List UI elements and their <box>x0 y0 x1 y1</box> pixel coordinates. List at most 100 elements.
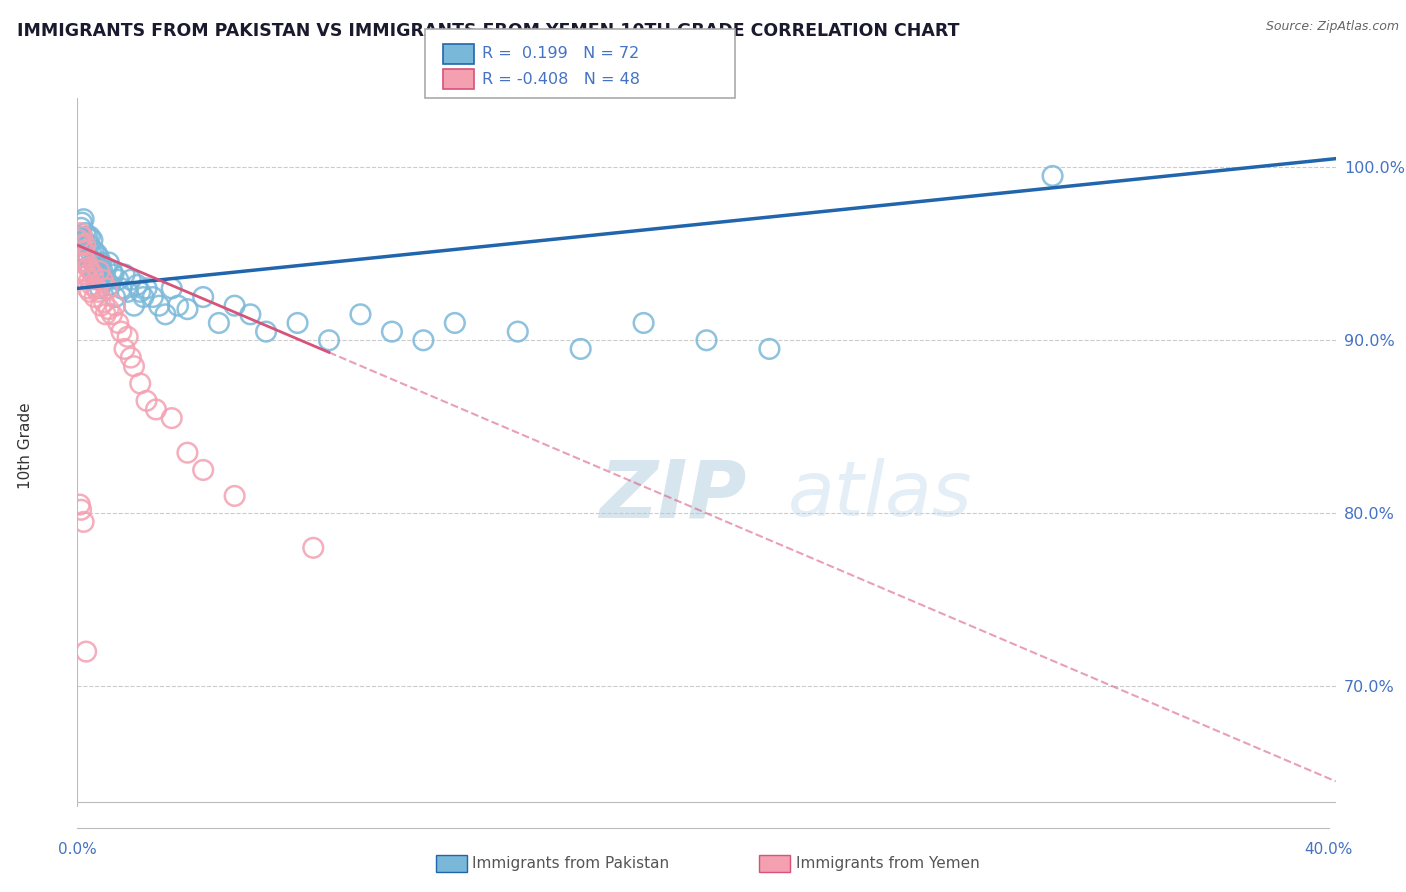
Point <box>90 255 112 269</box>
Point <box>117 285 139 299</box>
Point <box>132 290 155 304</box>
Text: Immigrants from Pakistan: Immigrants from Pakistan <box>472 856 669 871</box>
Text: R =  0.199   N = 72: R = 0.199 N = 72 <box>482 46 640 62</box>
Point <box>86 247 108 261</box>
Point <box>1042 169 1064 183</box>
Point <box>160 281 183 295</box>
Text: R = -0.408   N = 48: R = -0.408 N = 48 <box>482 71 640 87</box>
Point <box>117 330 139 344</box>
Point <box>167 299 190 313</box>
Point <box>93 273 115 287</box>
Point <box>148 299 170 313</box>
Text: 10th Grade: 10th Grade <box>18 402 32 490</box>
Point <box>83 268 105 282</box>
Point <box>122 299 145 313</box>
Point <box>176 446 198 460</box>
Point <box>114 268 136 282</box>
Point <box>96 281 118 295</box>
Point <box>73 264 96 278</box>
Point <box>76 281 98 295</box>
Point <box>129 376 152 391</box>
Point <box>412 333 434 347</box>
Point <box>191 290 215 304</box>
Point <box>76 255 98 269</box>
Point <box>75 238 97 252</box>
Point <box>76 247 98 261</box>
Point <box>103 268 125 282</box>
Point <box>70 216 93 230</box>
Point <box>107 273 129 287</box>
Point <box>69 247 91 261</box>
Point <box>70 502 93 516</box>
Point <box>224 299 246 313</box>
Point <box>70 220 93 235</box>
Point <box>75 268 97 282</box>
Point <box>75 226 97 240</box>
Text: 0.0%: 0.0% <box>58 842 97 856</box>
Text: 40.0%: 40.0% <box>1305 842 1353 856</box>
Point <box>94 307 117 321</box>
Text: Immigrants from Yemen: Immigrants from Yemen <box>796 856 980 871</box>
Point <box>70 238 93 252</box>
Point <box>83 290 105 304</box>
Point <box>83 244 105 258</box>
Point <box>349 307 371 321</box>
Point <box>75 255 97 269</box>
Point <box>135 281 157 295</box>
Point <box>79 260 101 275</box>
Point <box>135 393 157 408</box>
Point <box>80 277 103 292</box>
Point <box>75 644 97 658</box>
Point <box>155 307 177 321</box>
Point <box>239 307 262 321</box>
Point <box>82 268 104 282</box>
Point <box>73 233 96 247</box>
Point <box>72 244 94 258</box>
Point <box>120 351 142 365</box>
Point <box>69 229 91 244</box>
Point <box>69 226 91 240</box>
Point <box>70 229 93 244</box>
Point <box>254 325 277 339</box>
Point <box>381 325 404 339</box>
Point <box>160 411 183 425</box>
Point <box>444 316 467 330</box>
Point <box>287 316 309 330</box>
Point <box>69 255 91 269</box>
Point <box>87 285 110 299</box>
Point <box>94 260 117 275</box>
Point <box>82 233 104 247</box>
Point <box>69 498 91 512</box>
Point <box>120 273 142 287</box>
Point <box>127 277 149 292</box>
Point <box>569 342 592 356</box>
Point <box>72 212 94 227</box>
Point <box>77 250 100 264</box>
Point <box>696 333 718 347</box>
Point <box>87 273 110 287</box>
Point <box>224 489 246 503</box>
Point <box>633 316 655 330</box>
Point <box>79 238 101 252</box>
Point <box>758 342 780 356</box>
Point <box>101 264 124 278</box>
Point <box>97 302 120 317</box>
Point <box>87 250 110 264</box>
Point <box>110 325 132 339</box>
Point <box>90 268 112 282</box>
Point <box>89 264 111 278</box>
Point <box>107 316 129 330</box>
Point <box>101 307 124 321</box>
Point <box>208 316 231 330</box>
Point <box>84 281 107 295</box>
Point <box>77 260 100 275</box>
Point <box>90 299 112 313</box>
Point <box>91 264 114 278</box>
Point <box>89 281 111 295</box>
Point <box>96 281 118 295</box>
Point <box>93 295 115 310</box>
Point <box>145 402 167 417</box>
Point <box>114 342 136 356</box>
Point <box>191 463 215 477</box>
Point <box>318 333 340 347</box>
